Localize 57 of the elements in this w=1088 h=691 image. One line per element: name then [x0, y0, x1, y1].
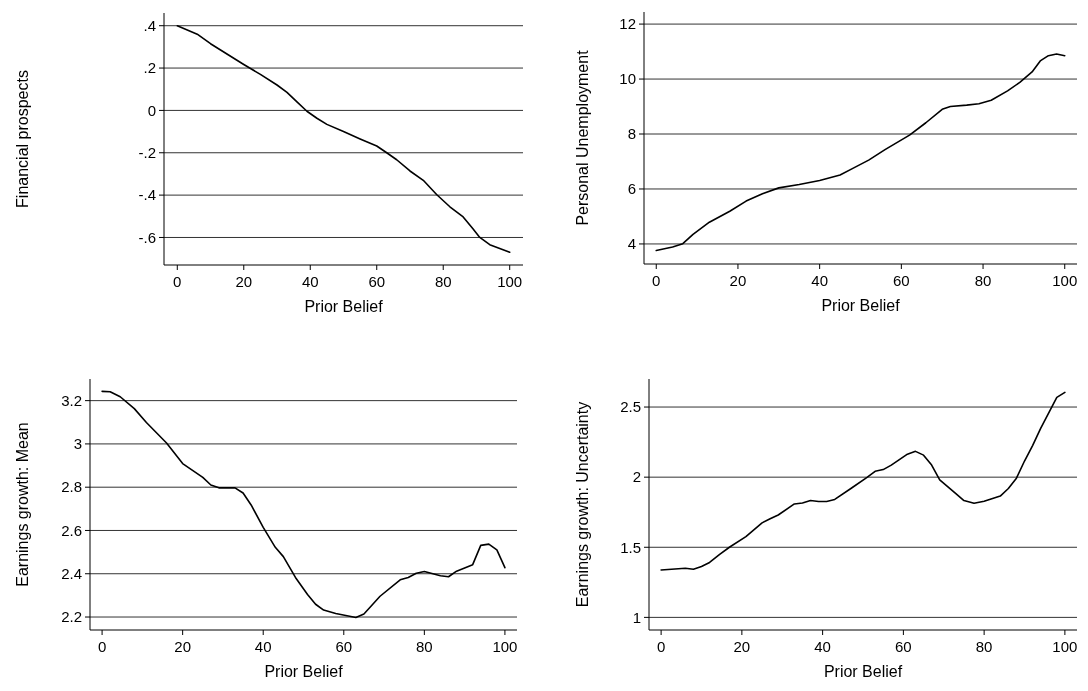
x-tick-label: 20	[733, 638, 751, 655]
x-tick-label: 0	[652, 272, 661, 289]
y-tick-label: 6	[627, 180, 636, 198]
y-tick-label: .4	[143, 16, 156, 34]
y-tick-label: 8	[627, 125, 636, 143]
y-tick-label: 12	[619, 15, 636, 33]
x-tick-label: 40	[301, 273, 319, 290]
y-tick-label: 3.2	[61, 391, 82, 409]
y-tick-label: 2.4	[61, 564, 82, 582]
y-tick-label: 2.6	[61, 521, 82, 539]
y-axis-title: Financial prospects	[14, 70, 31, 208]
y-tick-label: 10	[619, 70, 636, 88]
x-tick-label: 40	[811, 272, 828, 289]
y-tick-label: 3	[73, 435, 82, 453]
x-tick-label: 100	[497, 273, 523, 290]
y-tick-label: 2.2	[61, 608, 82, 626]
y-axis-title: Earnings growth: Mean	[14, 422, 31, 587]
x-tick-label: 20	[174, 638, 191, 655]
line-series	[176, 24, 511, 254]
x-axis-title: Prior Belief	[821, 297, 901, 314]
y-axis-title: Personal Unemployment	[574, 49, 591, 226]
y-tick-label: .2	[143, 59, 156, 77]
x-tick-label: 20	[235, 273, 253, 290]
x-axis-title: Prior Belief	[264, 663, 344, 680]
x-tick-label: 0	[97, 638, 107, 655]
x-tick-label: 40	[814, 638, 831, 655]
y-tick-label: 1	[632, 608, 641, 626]
x-tick-label: 80	[974, 272, 992, 289]
y-tick-label: -.2	[138, 144, 156, 162]
x-axis-title: Prior Belief	[823, 663, 903, 680]
x-axis-title: Prior Belief	[304, 298, 384, 315]
y-tick-label: 2.8	[61, 478, 82, 496]
x-tick-label: 100	[492, 638, 518, 655]
x-tick-label: 100	[1052, 638, 1078, 655]
x-tick-label: 60	[893, 272, 910, 289]
x-tick-label: 60	[368, 273, 386, 290]
x-tick-label: 0	[656, 638, 666, 655]
x-tick-label: 80	[416, 638, 433, 655]
y-tick-label: 0	[147, 101, 156, 119]
x-tick-label: 20	[729, 272, 747, 289]
y-tick-label: 2.5	[620, 398, 641, 416]
y-tick-label: -.6	[138, 228, 156, 246]
line-series	[101, 390, 506, 619]
x-tick-label: 0	[173, 273, 182, 290]
x-tick-label: 80	[434, 273, 452, 290]
x-tick-label: 80	[975, 638, 993, 655]
y-tick-label: 4	[627, 235, 636, 253]
x-tick-label: 40	[254, 638, 272, 655]
y-tick-label: 2	[632, 468, 641, 486]
y-tick-label: -.4	[138, 186, 156, 204]
line-series	[660, 391, 1066, 571]
y-tick-label: 1.5	[620, 538, 641, 556]
x-tick-label: 60	[895, 638, 912, 655]
x-tick-label: 60	[335, 638, 353, 655]
y-axis-title: Earnings growth: Uncertainty	[574, 401, 591, 608]
x-tick-label: 100	[1052, 272, 1078, 289]
line-series	[655, 53, 1066, 252]
